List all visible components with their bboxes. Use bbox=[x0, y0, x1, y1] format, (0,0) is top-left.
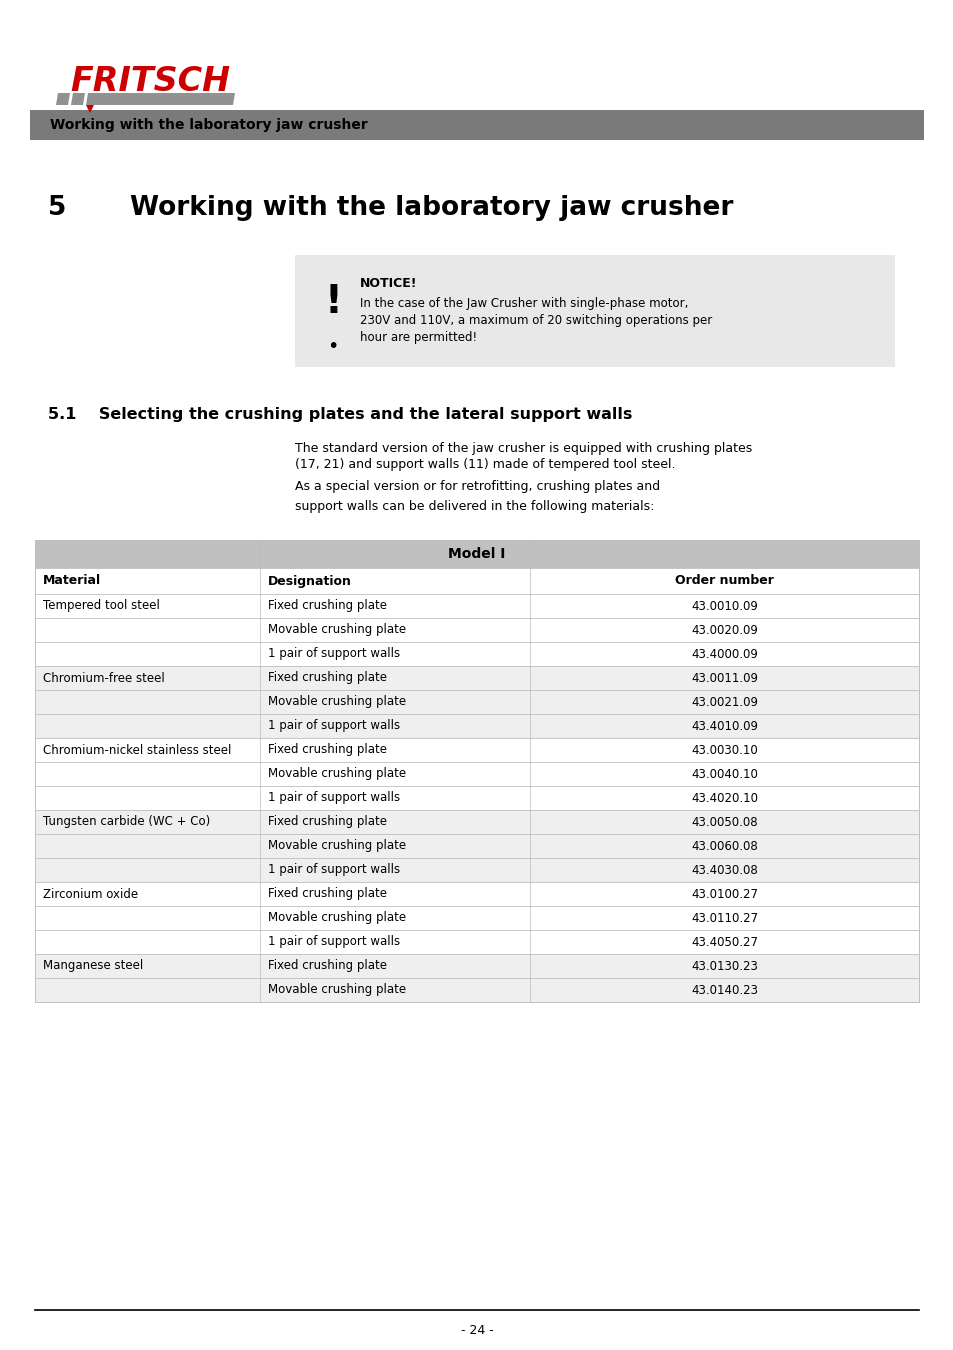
FancyBboxPatch shape bbox=[35, 738, 918, 761]
Text: In the case of the Jaw Crusher with single-phase motor,: In the case of the Jaw Crusher with sing… bbox=[359, 297, 688, 310]
Text: Order number: Order number bbox=[675, 575, 773, 587]
Text: (17, 21) and support walls (11) made of tempered tool steel.: (17, 21) and support walls (11) made of … bbox=[294, 458, 675, 471]
Text: 1 pair of support walls: 1 pair of support walls bbox=[268, 936, 399, 949]
Text: Movable crushing plate: Movable crushing plate bbox=[268, 984, 406, 996]
Text: Fixed crushing plate: Fixed crushing plate bbox=[268, 815, 387, 829]
Text: 43.0140.23: 43.0140.23 bbox=[690, 984, 758, 996]
Text: Fixed crushing plate: Fixed crushing plate bbox=[268, 887, 387, 900]
FancyBboxPatch shape bbox=[35, 594, 918, 618]
Text: 43.0040.10: 43.0040.10 bbox=[690, 768, 757, 780]
Text: Movable crushing plate: Movable crushing plate bbox=[268, 911, 406, 925]
FancyBboxPatch shape bbox=[35, 540, 918, 568]
Text: Movable crushing plate: Movable crushing plate bbox=[268, 768, 406, 780]
Text: Zirconium oxide: Zirconium oxide bbox=[43, 887, 138, 900]
FancyBboxPatch shape bbox=[35, 643, 918, 666]
Text: Material: Material bbox=[43, 575, 101, 587]
Text: 43.0130.23: 43.0130.23 bbox=[690, 960, 757, 972]
Text: The standard version of the jaw crusher is equipped with crushing plates: The standard version of the jaw crusher … bbox=[294, 441, 752, 455]
Text: Fixed crushing plate: Fixed crushing plate bbox=[268, 671, 387, 684]
Text: 43.0100.27: 43.0100.27 bbox=[690, 887, 758, 900]
Text: 1 pair of support walls: 1 pair of support walls bbox=[268, 864, 399, 876]
FancyBboxPatch shape bbox=[35, 786, 918, 810]
Text: 43.4000.09: 43.4000.09 bbox=[690, 648, 757, 660]
FancyBboxPatch shape bbox=[35, 568, 918, 594]
Text: •: • bbox=[327, 338, 338, 356]
Polygon shape bbox=[71, 93, 85, 105]
FancyBboxPatch shape bbox=[35, 761, 918, 786]
Text: 1 pair of support walls: 1 pair of support walls bbox=[268, 720, 399, 733]
Text: NOTICE!: NOTICE! bbox=[359, 277, 417, 290]
FancyBboxPatch shape bbox=[35, 834, 918, 859]
Text: 43.0030.10: 43.0030.10 bbox=[690, 744, 757, 756]
Text: 230V and 110V, a maximum of 20 switching operations per: 230V and 110V, a maximum of 20 switching… bbox=[359, 315, 712, 327]
Text: Fixed crushing plate: Fixed crushing plate bbox=[268, 744, 387, 756]
Text: 43.0050.08: 43.0050.08 bbox=[691, 815, 757, 829]
Text: Manganese steel: Manganese steel bbox=[43, 960, 143, 972]
Text: FRITSCH: FRITSCH bbox=[70, 65, 230, 99]
Text: 43.4020.10: 43.4020.10 bbox=[690, 791, 758, 805]
Text: Movable crushing plate: Movable crushing plate bbox=[268, 840, 406, 852]
Polygon shape bbox=[86, 105, 94, 113]
Text: Chromium-free steel: Chromium-free steel bbox=[43, 671, 165, 684]
FancyBboxPatch shape bbox=[30, 109, 923, 140]
Text: As a special version or for retrofitting, crushing plates and: As a special version or for retrofitting… bbox=[294, 481, 659, 493]
Text: 43.0021.09: 43.0021.09 bbox=[690, 695, 758, 709]
Text: Chromium-nickel stainless steel: Chromium-nickel stainless steel bbox=[43, 744, 232, 756]
Text: Movable crushing plate: Movable crushing plate bbox=[268, 624, 406, 636]
Text: 1 pair of support walls: 1 pair of support walls bbox=[268, 648, 399, 660]
Text: 43.0110.27: 43.0110.27 bbox=[690, 911, 758, 925]
Text: support walls can be delivered in the following materials:: support walls can be delivered in the fo… bbox=[294, 500, 654, 513]
Text: !: ! bbox=[324, 284, 341, 321]
Text: Fixed crushing plate: Fixed crushing plate bbox=[268, 960, 387, 972]
Text: Tempered tool steel: Tempered tool steel bbox=[43, 599, 160, 613]
FancyBboxPatch shape bbox=[35, 930, 918, 954]
FancyBboxPatch shape bbox=[35, 810, 918, 834]
FancyBboxPatch shape bbox=[35, 954, 918, 977]
Text: Working with the laboratory jaw crusher: Working with the laboratory jaw crusher bbox=[130, 194, 733, 221]
Text: hour are permitted!: hour are permitted! bbox=[359, 331, 476, 344]
FancyBboxPatch shape bbox=[35, 859, 918, 882]
Text: 1 pair of support walls: 1 pair of support walls bbox=[268, 791, 399, 805]
Text: 43.0010.09: 43.0010.09 bbox=[690, 599, 757, 613]
Text: 43.0060.08: 43.0060.08 bbox=[690, 840, 757, 852]
FancyBboxPatch shape bbox=[35, 977, 918, 1002]
Text: 43.0011.09: 43.0011.09 bbox=[690, 671, 758, 684]
FancyBboxPatch shape bbox=[35, 618, 918, 643]
Polygon shape bbox=[56, 93, 70, 105]
FancyBboxPatch shape bbox=[35, 690, 918, 714]
Text: Tungsten carbide (WC + Co): Tungsten carbide (WC + Co) bbox=[43, 815, 210, 829]
FancyBboxPatch shape bbox=[35, 906, 918, 930]
Text: 5.1    Selecting the crushing plates and the lateral support walls: 5.1 Selecting the crushing plates and th… bbox=[48, 406, 632, 423]
Text: Fixed crushing plate: Fixed crushing plate bbox=[268, 599, 387, 613]
Text: Movable crushing plate: Movable crushing plate bbox=[268, 695, 406, 709]
Text: Working with the laboratory jaw crusher: Working with the laboratory jaw crusher bbox=[50, 117, 367, 132]
FancyBboxPatch shape bbox=[35, 882, 918, 906]
FancyBboxPatch shape bbox=[35, 666, 918, 690]
Text: 43.4010.09: 43.4010.09 bbox=[690, 720, 758, 733]
Text: 43.4030.08: 43.4030.08 bbox=[690, 864, 757, 876]
Text: 43.0020.09: 43.0020.09 bbox=[690, 624, 757, 636]
Text: 5: 5 bbox=[48, 194, 67, 221]
Polygon shape bbox=[86, 93, 234, 105]
FancyBboxPatch shape bbox=[294, 255, 894, 367]
Text: Designation: Designation bbox=[268, 575, 352, 587]
Text: Model I: Model I bbox=[448, 547, 505, 562]
Text: 43.4050.27: 43.4050.27 bbox=[690, 936, 758, 949]
Text: - 24 -: - 24 - bbox=[460, 1323, 493, 1336]
FancyBboxPatch shape bbox=[35, 714, 918, 738]
